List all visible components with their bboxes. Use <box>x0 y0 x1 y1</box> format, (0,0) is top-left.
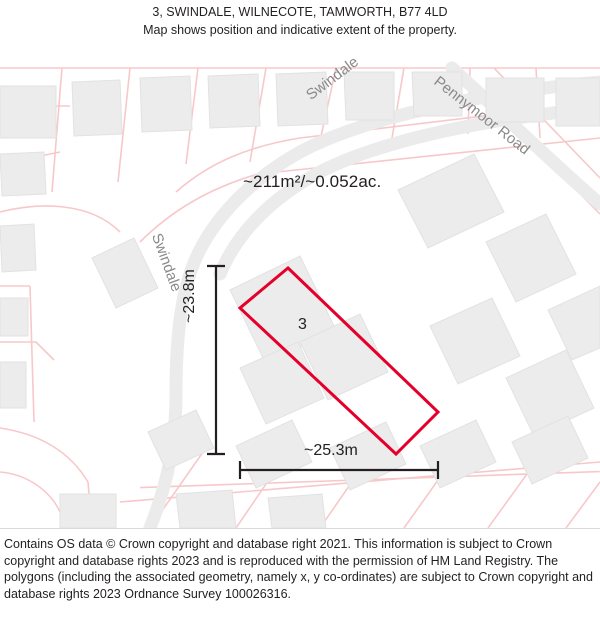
height-dimension-label: ~23.8m <box>181 269 198 323</box>
plot-boundary <box>237 265 441 457</box>
page-subtitle: Map shows position and indicative extent… <box>143 23 457 37</box>
area-label: ~211m²/~0.052ac. <box>243 172 382 191</box>
copyright-text: Contains OS data © Crown copyright and d… <box>4 537 593 601</box>
footer: Contains OS data © Crown copyright and d… <box>0 528 600 625</box>
page-title: 3, SWINDALE, WILNECOTE, TAMWORTH, B77 4L… <box>152 5 448 19</box>
dimension-lines <box>207 264 440 479</box>
width-dimension-label: ~25.3m <box>304 442 358 459</box>
header: 3, SWINDALE, WILNECOTE, TAMWORTH, B77 4L… <box>0 0 600 42</box>
map-canvas[interactable]: ~211m²/~0.052ac. 3 ~25.3m ~23.8m Swindal… <box>0 42 600 528</box>
map-vector-layer <box>0 61 600 528</box>
buildings <box>0 71 600 528</box>
plot-number-label: 3 <box>298 316 307 333</box>
